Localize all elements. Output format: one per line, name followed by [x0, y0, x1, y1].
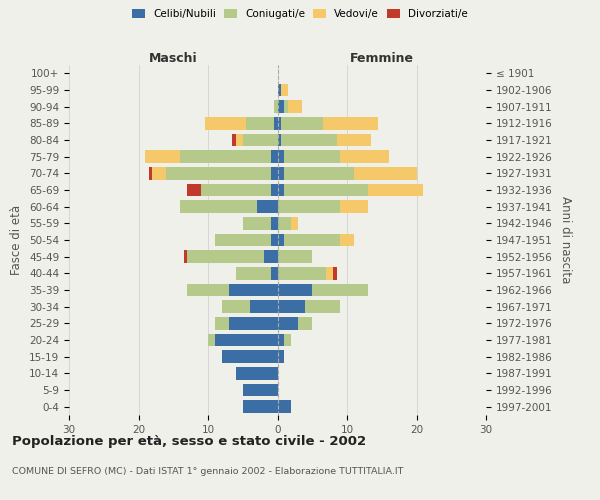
Bar	[201, 184, 271, 196]
Bar	[277, 300, 305, 313]
Bar	[298, 317, 312, 330]
Bar	[222, 300, 250, 313]
Bar	[271, 167, 277, 179]
Bar	[274, 117, 277, 130]
Bar	[246, 117, 274, 130]
Bar	[166, 167, 271, 179]
Bar	[333, 267, 337, 280]
Bar	[284, 100, 288, 113]
Bar	[250, 300, 277, 313]
Bar	[337, 134, 371, 146]
Bar	[340, 150, 389, 163]
Bar	[277, 200, 340, 213]
Bar	[215, 234, 271, 246]
Bar	[236, 267, 271, 280]
Bar	[236, 134, 243, 146]
Bar	[243, 400, 277, 413]
Bar	[284, 334, 292, 346]
Bar	[323, 117, 378, 130]
Bar	[277, 84, 281, 96]
Bar	[305, 300, 340, 313]
Bar	[149, 167, 152, 179]
Bar	[222, 350, 277, 363]
Bar	[271, 217, 277, 230]
Bar	[292, 217, 298, 230]
Bar	[284, 184, 368, 196]
Bar	[184, 250, 187, 263]
Bar	[215, 334, 277, 346]
Y-axis label: Anni di nascita: Anni di nascita	[559, 196, 572, 284]
Legend: Celibi/Nubili, Coniugati/e, Vedovi/e, Divorziati/e: Celibi/Nubili, Coniugati/e, Vedovi/e, Di…	[128, 5, 472, 24]
Bar	[263, 250, 277, 263]
Bar	[288, 100, 302, 113]
Bar	[354, 167, 416, 179]
Bar	[257, 200, 277, 213]
Bar	[277, 100, 284, 113]
Bar	[326, 267, 333, 280]
Text: Femmine: Femmine	[350, 52, 414, 65]
Bar	[281, 134, 337, 146]
Bar	[281, 84, 288, 96]
Bar	[277, 400, 292, 413]
Bar	[229, 284, 277, 296]
Bar	[284, 150, 340, 163]
Bar	[284, 234, 340, 246]
Bar	[271, 267, 277, 280]
Bar	[180, 150, 271, 163]
Text: Maschi: Maschi	[149, 52, 197, 65]
Bar	[187, 184, 201, 196]
Bar	[277, 267, 326, 280]
Y-axis label: Fasce di età: Fasce di età	[10, 205, 23, 275]
Bar	[277, 150, 284, 163]
Bar	[243, 384, 277, 396]
Text: COMUNE DI SEFRO (MC) - Dati ISTAT 1° gennaio 2002 - Elaborazione TUTTITALIA.IT: COMUNE DI SEFRO (MC) - Dati ISTAT 1° gen…	[12, 468, 403, 476]
Bar	[145, 150, 180, 163]
Bar	[277, 234, 284, 246]
Bar	[368, 184, 424, 196]
Bar	[277, 167, 284, 179]
Bar	[277, 117, 281, 130]
Bar	[312, 284, 368, 296]
Bar	[208, 334, 215, 346]
Bar	[215, 317, 229, 330]
Bar	[277, 317, 298, 330]
Bar	[271, 184, 277, 196]
Bar	[205, 117, 246, 130]
Bar	[277, 134, 281, 146]
Bar	[281, 117, 323, 130]
Bar	[277, 350, 284, 363]
Bar	[340, 200, 368, 213]
Bar	[180, 200, 257, 213]
Bar	[187, 284, 229, 296]
Bar	[284, 167, 354, 179]
Bar	[243, 217, 271, 230]
Bar	[243, 134, 277, 146]
Bar	[271, 150, 277, 163]
Bar	[277, 250, 312, 263]
Bar	[277, 217, 292, 230]
Bar	[187, 250, 263, 263]
Bar	[277, 334, 284, 346]
Bar	[271, 234, 277, 246]
Text: Popolazione per età, sesso e stato civile - 2002: Popolazione per età, sesso e stato civil…	[12, 435, 366, 448]
Bar	[229, 317, 277, 330]
Bar	[152, 167, 166, 179]
Bar	[236, 367, 277, 380]
Bar	[277, 184, 284, 196]
Bar	[274, 100, 277, 113]
Bar	[340, 234, 354, 246]
Bar	[277, 284, 312, 296]
Bar	[232, 134, 236, 146]
